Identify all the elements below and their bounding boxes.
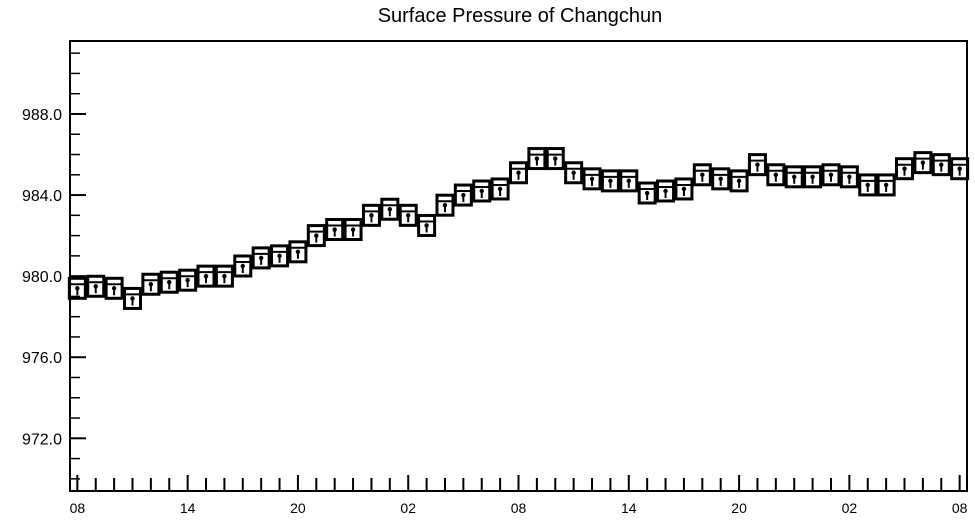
data-point xyxy=(159,270,179,294)
y-tick-label: 988.0 xyxy=(22,107,62,124)
data-point xyxy=(711,167,731,191)
data-point xyxy=(600,169,620,193)
x-axis: 08 14 20 02 08 14 20 02 08 xyxy=(70,475,968,516)
data-point xyxy=(747,153,767,177)
data-point xyxy=(141,272,161,296)
x-tick-label: 08 xyxy=(511,500,527,516)
data-point xyxy=(784,165,804,189)
data-point xyxy=(472,179,492,203)
data-point xyxy=(233,254,253,278)
data-point xyxy=(895,157,915,181)
data-point xyxy=(839,165,859,189)
data-point xyxy=(380,197,400,221)
data-point xyxy=(692,163,712,187)
data-point xyxy=(196,264,216,288)
data-point xyxy=(122,286,142,310)
data-point xyxy=(417,213,437,237)
data-point xyxy=(674,177,694,201)
data-point xyxy=(104,276,124,300)
y-tick-label: 980.0 xyxy=(22,269,62,286)
data-point xyxy=(582,167,602,191)
data-point xyxy=(619,169,639,193)
data-point xyxy=(509,161,528,185)
y-axis: 972.0 976.0 980.0 984.0 988.0 xyxy=(22,52,86,480)
x-tick-label: 02 xyxy=(400,500,416,516)
data-point xyxy=(564,161,584,185)
data-point xyxy=(214,264,234,288)
x-tick-label: 08 xyxy=(952,500,968,516)
data-point xyxy=(527,147,547,171)
data-point xyxy=(288,240,308,264)
data-point xyxy=(178,268,198,292)
y-tick-label: 976.0 xyxy=(22,350,62,367)
y-tick-label: 972.0 xyxy=(22,431,62,448)
data-point xyxy=(325,218,345,242)
data-point xyxy=(656,179,676,203)
data-point xyxy=(913,151,933,175)
data-point xyxy=(67,276,87,300)
x-tick-label: 02 xyxy=(842,500,858,516)
data-point xyxy=(931,153,951,177)
data-point xyxy=(545,147,565,171)
data-point xyxy=(950,157,970,181)
x-tick-label: 20 xyxy=(731,500,747,516)
data-point xyxy=(398,203,418,227)
x-tick-label: 14 xyxy=(621,500,637,516)
data-point xyxy=(453,183,473,207)
data-point xyxy=(490,177,510,201)
data-point xyxy=(361,203,381,227)
x-tick-label: 14 xyxy=(180,500,196,516)
data-point xyxy=(86,274,106,298)
y-tick-label: 984.0 xyxy=(22,188,62,205)
data-markers xyxy=(67,147,970,310)
data-point xyxy=(251,246,271,270)
data-point xyxy=(876,173,896,197)
data-point xyxy=(637,181,657,205)
data-point xyxy=(821,163,841,187)
data-point xyxy=(306,224,326,248)
data-point xyxy=(858,173,878,197)
data-point xyxy=(343,218,363,242)
data-point xyxy=(729,169,749,193)
data-point xyxy=(270,244,290,268)
chart-title: Surface Pressure of Changchun xyxy=(378,5,663,27)
data-point xyxy=(803,165,823,189)
data-point xyxy=(766,163,786,187)
x-tick-label: 08 xyxy=(70,500,86,516)
data-point xyxy=(435,193,455,217)
x-tick-label: 20 xyxy=(290,500,306,516)
